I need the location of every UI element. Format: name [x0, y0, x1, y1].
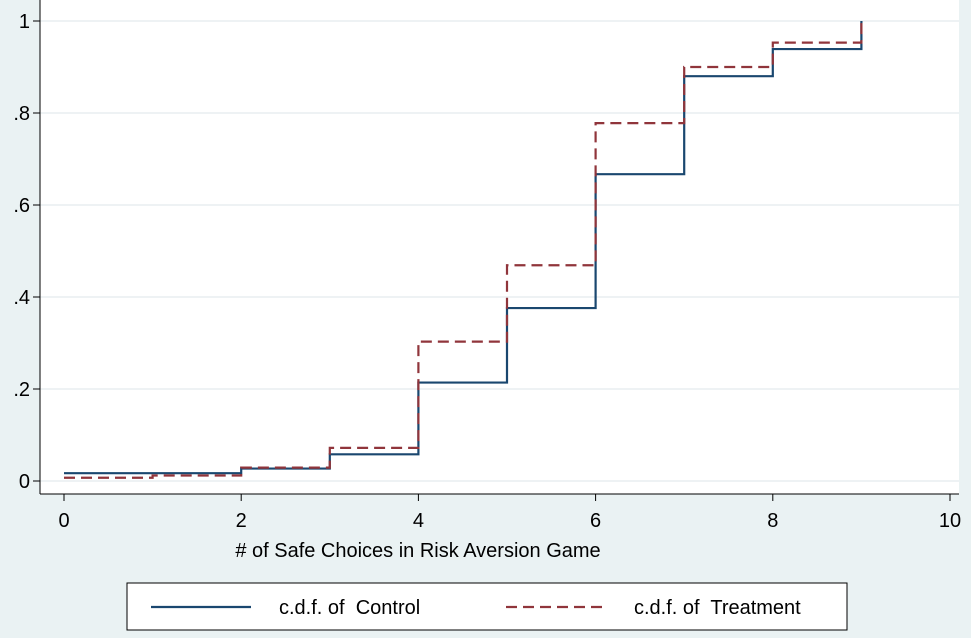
plot-area [40, 0, 959, 494]
x-tick-label: 0 [58, 510, 69, 532]
y-tick-label: 1 [19, 11, 30, 33]
x-tick-label: 4 [413, 510, 424, 532]
y-tick-label: .8 [13, 103, 30, 125]
legend-label: c.d.f. of Treatment [634, 597, 801, 619]
x-tick-label: 8 [767, 510, 778, 532]
x-tick-label: 6 [590, 510, 601, 532]
x-tick-label: 2 [236, 510, 247, 532]
legend-label: c.d.f. of Control [279, 597, 420, 619]
y-tick-label: 0 [19, 471, 30, 493]
x-axis-title: # of Safe Choices in Risk Aversion Game [235, 540, 600, 562]
y-tick-label: .4 [13, 287, 30, 309]
y-tick-label: .2 [13, 379, 30, 401]
x-tick-label: 10 [939, 510, 961, 532]
legend: c.d.f. of Control c.d.f. of Treatment [127, 583, 847, 630]
y-tick-label: .6 [13, 195, 30, 217]
